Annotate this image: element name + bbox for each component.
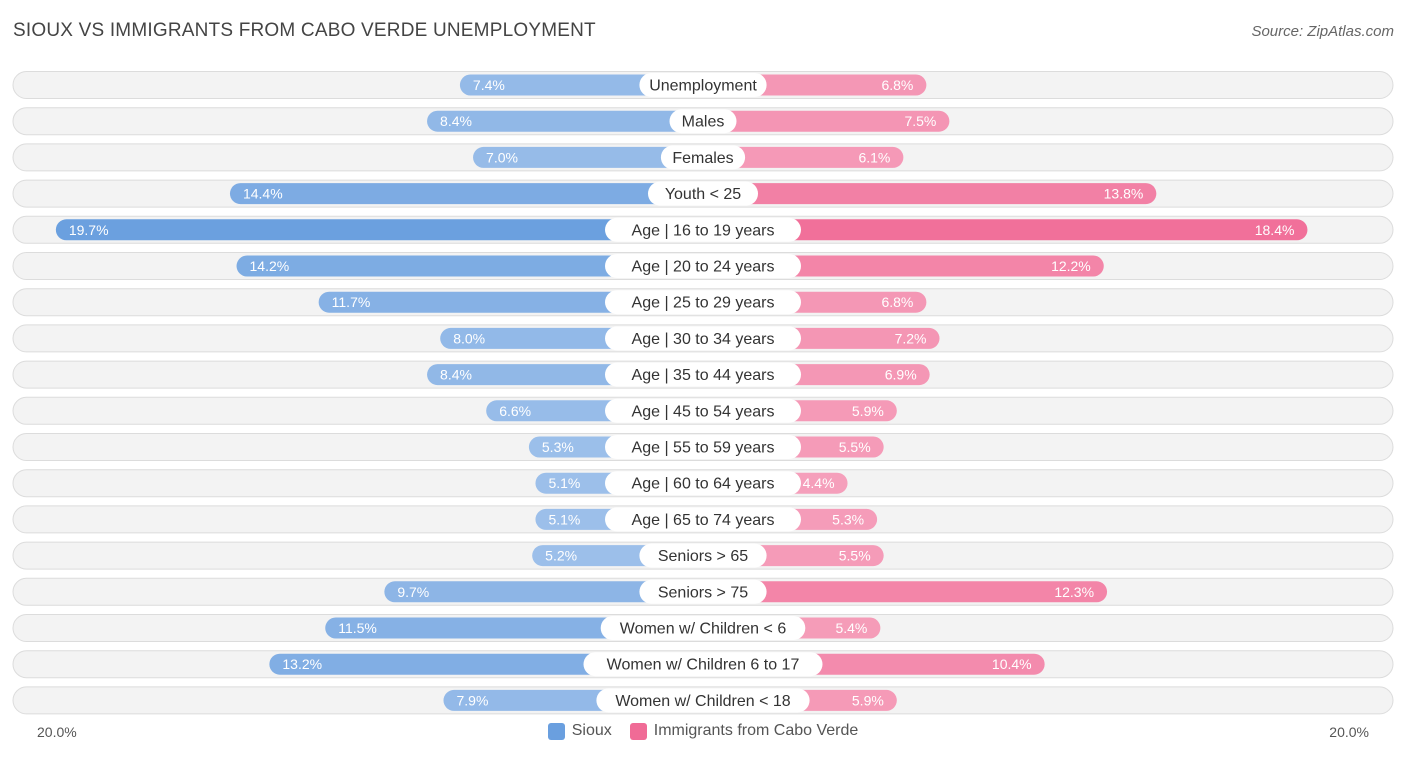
category-label: Women w/ Children < 18 bbox=[615, 693, 790, 710]
value-label-cabo-verde: 4.4% bbox=[803, 475, 835, 491]
value-label-sioux: 7.4% bbox=[473, 77, 505, 93]
value-label-sioux: 5.2% bbox=[545, 548, 577, 564]
category-label: Seniors > 75 bbox=[658, 584, 748, 601]
category-label-background bbox=[605, 254, 801, 278]
value-label-sioux: 11.7% bbox=[332, 294, 371, 310]
value-label-sioux: 14.4% bbox=[243, 186, 283, 202]
category-label: Seniors > 65 bbox=[658, 548, 748, 565]
legend-item-sioux[interactable]: Sioux bbox=[547, 722, 612, 740]
bar-cabo-verde bbox=[703, 146, 904, 168]
category-label: Age | 55 to 59 years bbox=[632, 440, 775, 457]
bar-sioux bbox=[384, 581, 703, 603]
value-label-sioux: 8.4% bbox=[440, 367, 472, 383]
value-label-sioux: 8.4% bbox=[440, 113, 472, 129]
value-label-sioux: 5.1% bbox=[548, 511, 580, 527]
value-label-sioux: 13.2% bbox=[282, 656, 322, 672]
category-label-background bbox=[605, 362, 801, 387]
bar-sioux bbox=[229, 183, 703, 205]
category-label-background bbox=[639, 543, 767, 568]
value-label-cabo-verde: 10.4% bbox=[992, 656, 1032, 672]
category-label-background bbox=[605, 398, 801, 423]
category-label: Females bbox=[672, 150, 733, 167]
category-label-background bbox=[605, 471, 801, 496]
bar-cabo-verde bbox=[703, 110, 950, 132]
category-label: Women w/ Children < 6 bbox=[620, 621, 787, 638]
category-label: Age | 20 to 24 years bbox=[632, 259, 775, 276]
bar-cabo-verde bbox=[703, 219, 1308, 241]
category-label: Women w/ Children 6 to 17 bbox=[607, 657, 800, 674]
bar-cabo-verde bbox=[703, 183, 1157, 205]
legend-swatch-cabo-verde bbox=[629, 722, 647, 740]
category-label-background bbox=[605, 326, 801, 351]
value-label-sioux: 11.5% bbox=[338, 620, 377, 636]
category-label-background bbox=[669, 109, 737, 134]
category-label: Males bbox=[682, 114, 725, 131]
value-label-sioux: 5.1% bbox=[548, 475, 580, 491]
category-label: Age | 65 to 74 years bbox=[632, 512, 775, 529]
bar-cabo-verde bbox=[703, 581, 1108, 603]
bar-cabo-verde bbox=[703, 255, 1104, 277]
category-label-background bbox=[660, 145, 746, 170]
category-label-background bbox=[596, 688, 810, 713]
value-label-cabo-verde: 7.2% bbox=[895, 330, 927, 346]
category-label-background bbox=[605, 217, 801, 242]
category-label-background bbox=[605, 507, 801, 532]
value-label-cabo-verde: 5.3% bbox=[832, 511, 864, 527]
category-label-background bbox=[605, 290, 801, 315]
value-label-cabo-verde: 5.9% bbox=[852, 403, 884, 419]
legend-label-sioux: Sioux bbox=[571, 722, 612, 739]
category-label: Age | 25 to 29 years bbox=[632, 295, 775, 312]
value-label-cabo-verde: 12.2% bbox=[1051, 258, 1091, 274]
legend-label-cabo-verde: Immigrants from Cabo Verde bbox=[653, 722, 859, 739]
value-label-sioux: 9.7% bbox=[397, 584, 429, 600]
value-label-cabo-verde: 18.4% bbox=[1255, 222, 1295, 238]
bar-sioux bbox=[473, 146, 703, 168]
category-label: Age | 35 to 44 years bbox=[632, 367, 775, 384]
value-label-cabo-verde: 5.4% bbox=[835, 620, 867, 636]
value-label-cabo-verde: 7.5% bbox=[904, 113, 936, 129]
legend-item-cabo-verde[interactable]: Immigrants from Cabo Verde bbox=[629, 722, 859, 740]
value-label-sioux: 6.6% bbox=[499, 403, 531, 419]
bar-sioux bbox=[427, 110, 703, 132]
value-label-cabo-verde: 6.8% bbox=[881, 77, 913, 93]
value-label-cabo-verde: 5.9% bbox=[852, 692, 884, 708]
value-label-cabo-verde: 12.3% bbox=[1054, 584, 1094, 600]
legend: Sioux Immigrants from Cabo Verde bbox=[0, 722, 1406, 740]
value-label-sioux: 8.0% bbox=[453, 330, 485, 346]
axis-left-label: 20.0% bbox=[37, 724, 77, 740]
category-label-background bbox=[583, 652, 823, 677]
source-credit: Source: ZipAtlas.com bbox=[1251, 23, 1394, 40]
category-label: Unemployment bbox=[649, 78, 757, 95]
category-label-background bbox=[605, 435, 801, 459]
category-label: Age | 45 to 54 years bbox=[632, 403, 775, 420]
value-label-cabo-verde: 6.9% bbox=[885, 367, 917, 383]
chart-title: SIOUX VS IMMIGRANTS FROM CABO VERDE UNEM… bbox=[13, 20, 596, 41]
category-label: Age | 60 to 64 years bbox=[632, 476, 775, 493]
value-label-cabo-verde: 6.1% bbox=[858, 149, 890, 165]
category-label: Youth < 25 bbox=[665, 186, 741, 203]
category-label: Age | 16 to 19 years bbox=[632, 222, 775, 239]
category-label: Age | 30 to 34 years bbox=[632, 331, 775, 348]
bar-sioux bbox=[236, 255, 703, 277]
value-label-sioux: 19.7% bbox=[69, 222, 109, 238]
bar-sioux bbox=[55, 219, 704, 241]
value-label-sioux: 7.0% bbox=[486, 149, 518, 165]
value-label-cabo-verde: 5.5% bbox=[839, 548, 871, 564]
value-label-cabo-verde: 5.5% bbox=[839, 439, 871, 455]
value-label-cabo-verde: 13.8% bbox=[1104, 186, 1144, 202]
value-label-sioux: 5.3% bbox=[542, 439, 574, 455]
legend-swatch-sioux bbox=[547, 722, 565, 740]
category-label-background bbox=[639, 579, 767, 604]
value-label-sioux: 14.2% bbox=[250, 258, 290, 274]
category-label-background bbox=[648, 181, 758, 206]
value-label-sioux: 7.9% bbox=[456, 692, 488, 708]
category-label-background bbox=[600, 616, 806, 640]
category-label-background bbox=[639, 73, 767, 97]
axis-right-label: 20.0% bbox=[1329, 724, 1369, 740]
value-label-cabo-verde: 6.8% bbox=[881, 294, 913, 310]
